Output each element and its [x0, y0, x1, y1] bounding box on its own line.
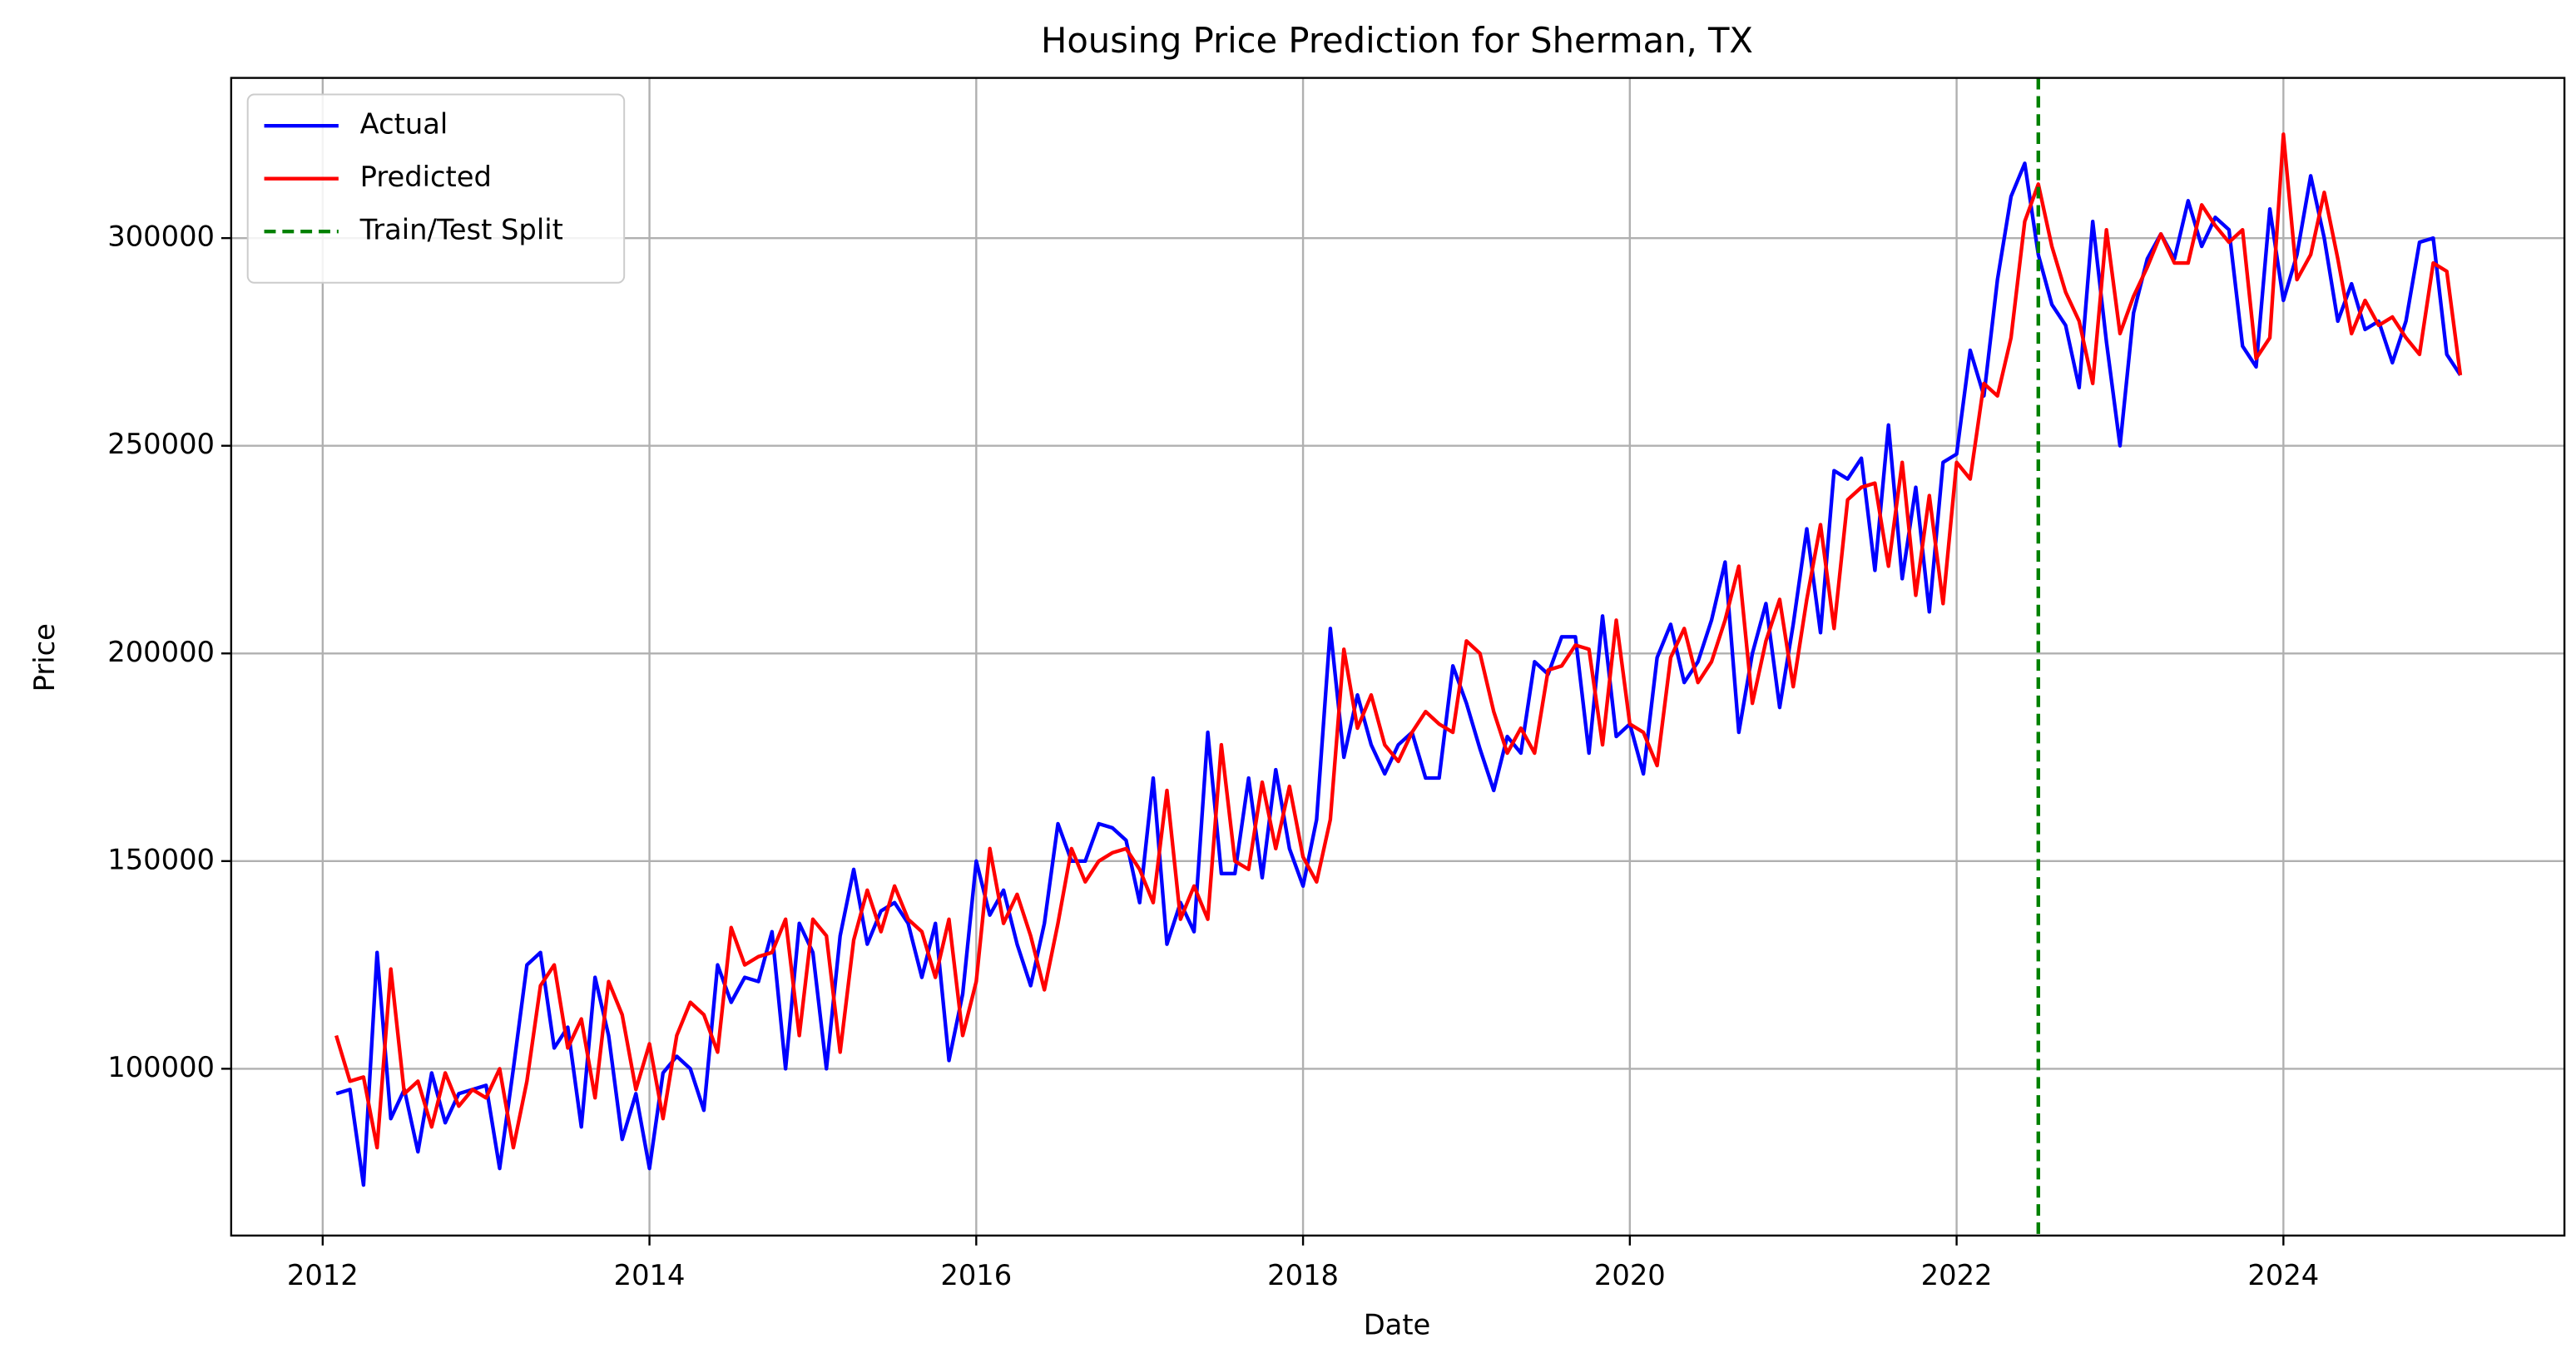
- x-tick-label: 2012: [287, 1259, 359, 1291]
- line-series: [334, 132, 2463, 1150]
- y-tick-label: 250000: [107, 428, 215, 460]
- y-tick-label: 100000: [107, 1051, 215, 1083]
- y-axis-label: Price: [28, 623, 61, 691]
- y-tick-label: 200000: [107, 636, 215, 668]
- x-tick-label: 2014: [614, 1259, 686, 1291]
- x-tick-label: 2018: [1267, 1259, 1339, 1291]
- y-tick-label: 300000: [107, 221, 215, 253]
- y-tick-label: 150000: [107, 843, 215, 875]
- legend-label: Train/Test Split: [359, 214, 563, 246]
- chart-title: Housing Price Prediction for Sherman, TX: [1041, 20, 1753, 61]
- x-tick-label: 2016: [940, 1259, 1012, 1291]
- legend-label: Actual: [360, 108, 448, 141]
- plot-frame: [230, 77, 2566, 1237]
- x-tick-label: 2020: [1594, 1259, 1666, 1291]
- legend-box: [246, 93, 626, 284]
- x-axis-label: Date: [1364, 1308, 1431, 1341]
- line-series: [335, 161, 2462, 1187]
- x-tick-label: 2024: [2247, 1259, 2319, 1291]
- legend-label: Predicted: [360, 161, 492, 193]
- x-tick-label: 2022: [1921, 1259, 1993, 1291]
